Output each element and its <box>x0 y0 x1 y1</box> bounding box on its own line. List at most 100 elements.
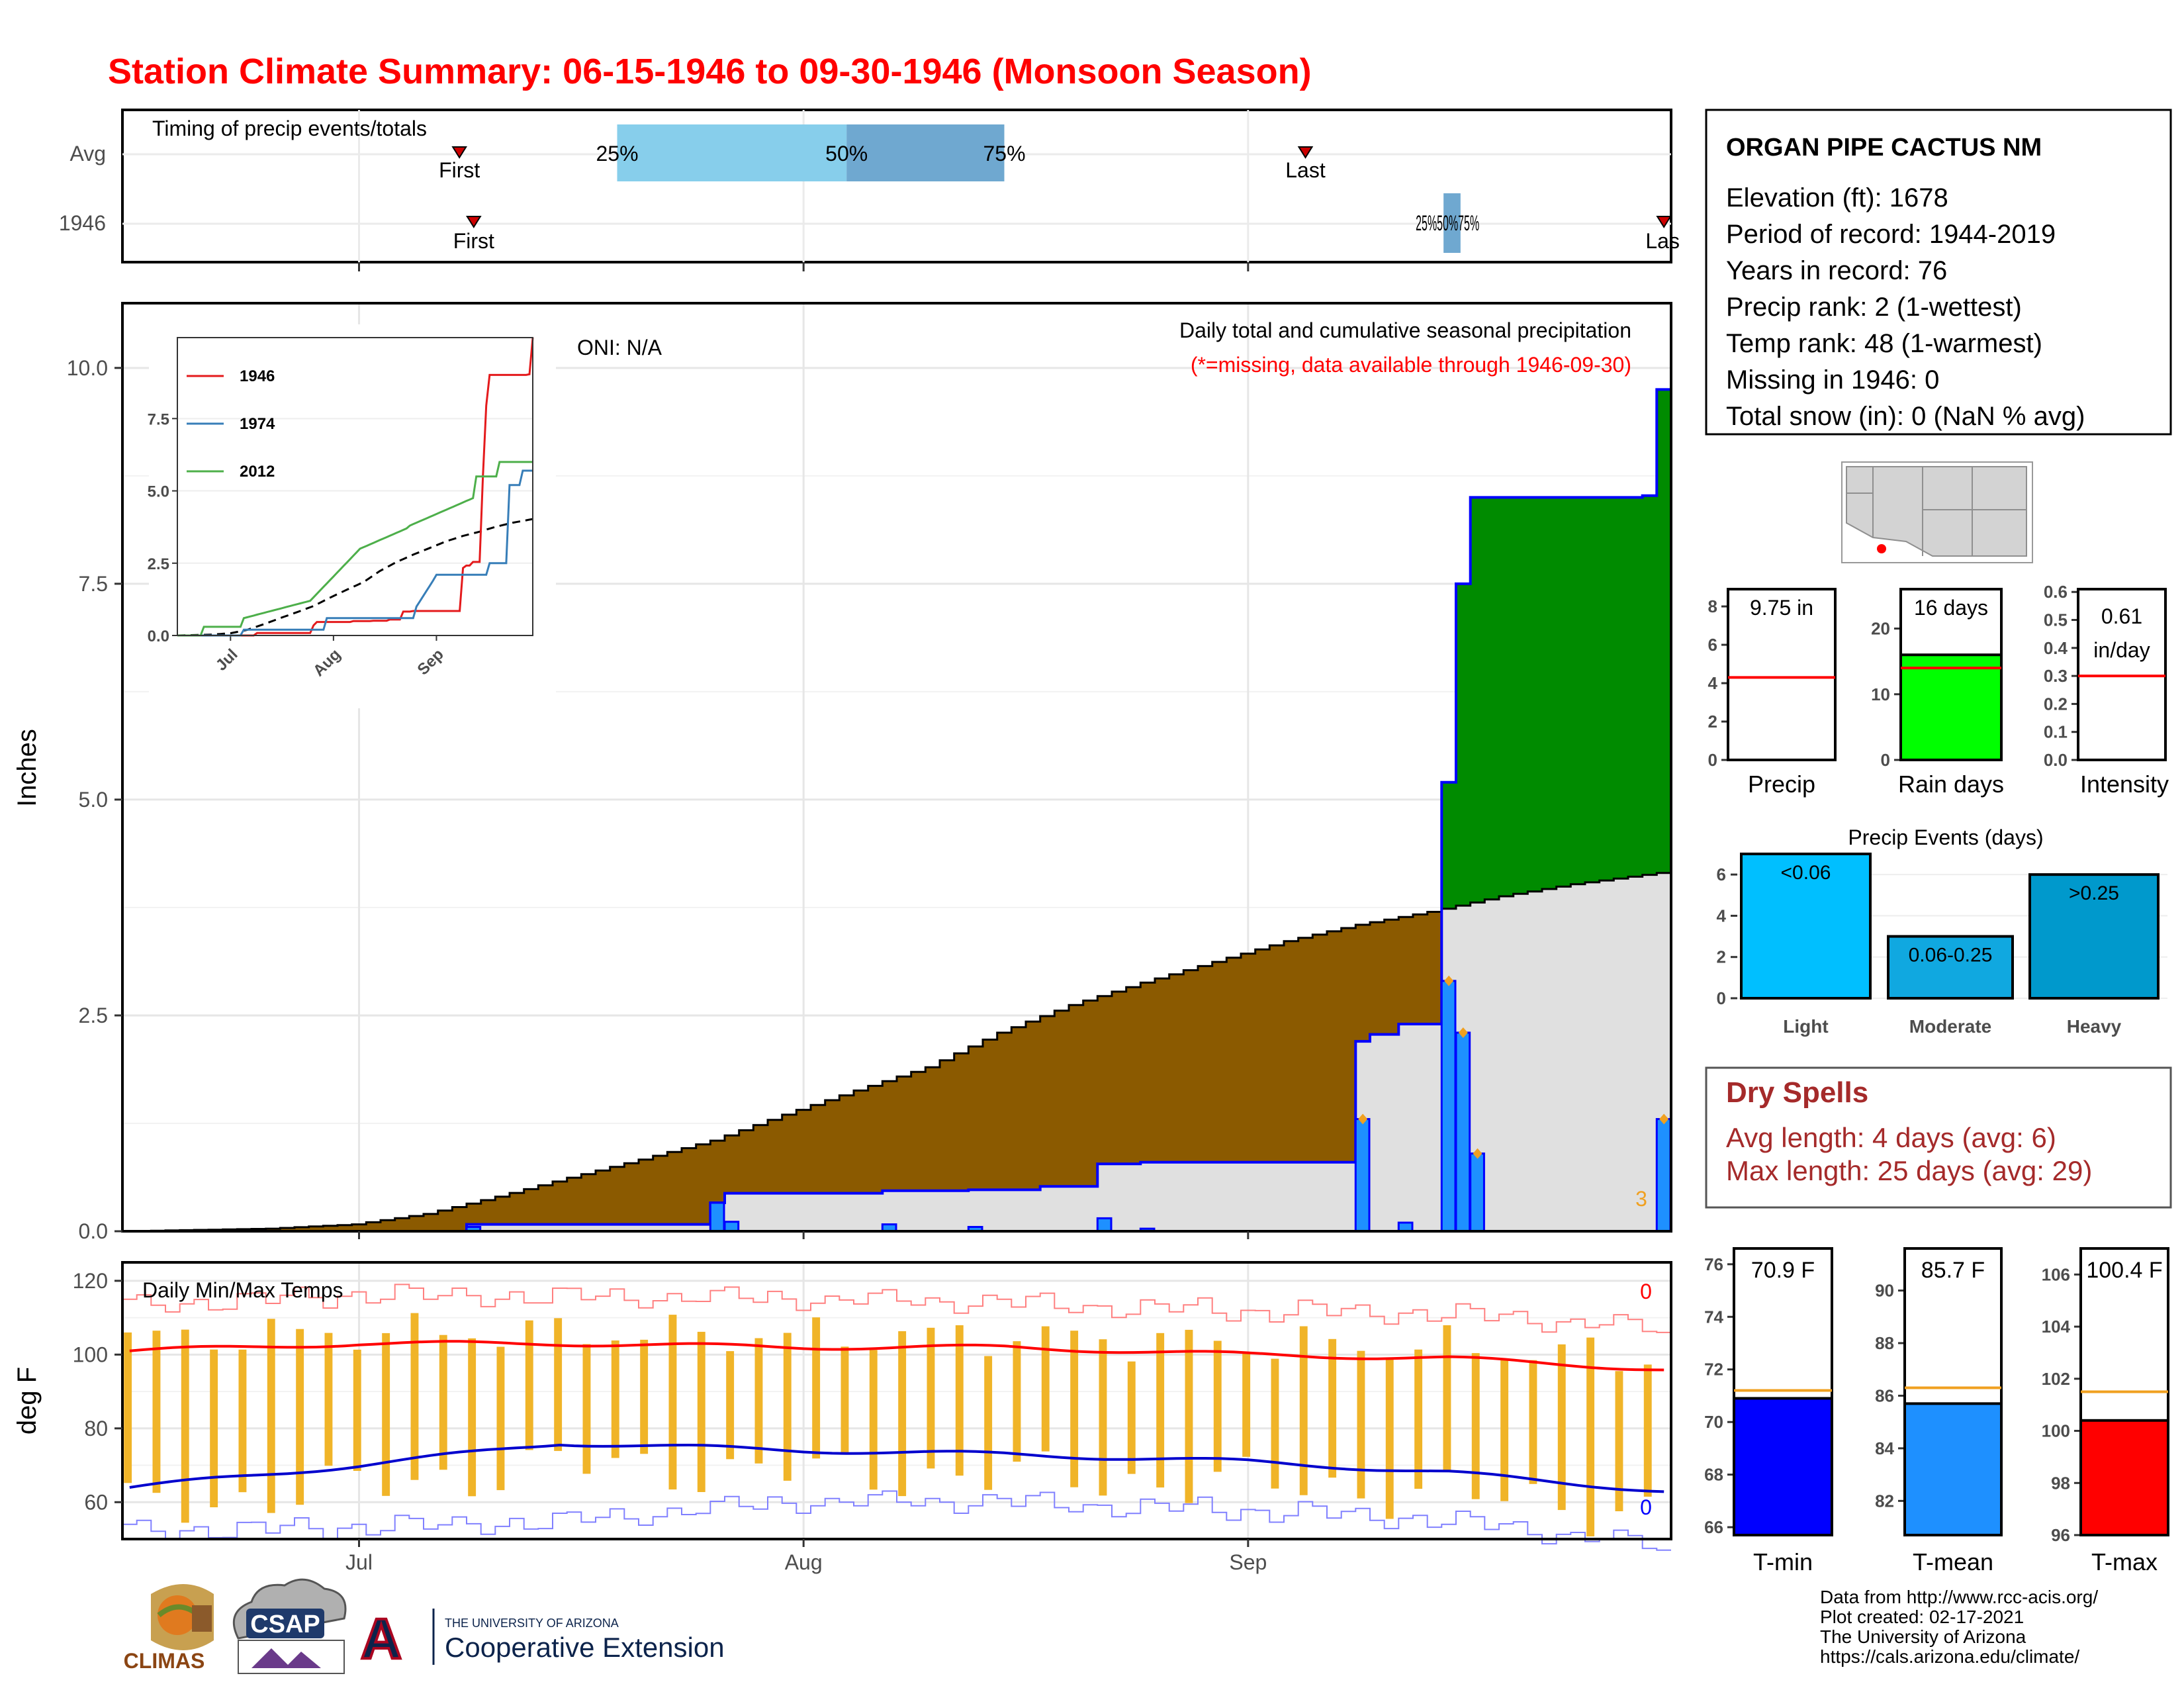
precip-y-label: Inches <box>13 729 42 807</box>
tmax-axis-label: T-max <box>2091 1548 2158 1575</box>
precip-events-tick-label: 2 <box>1717 947 1726 967</box>
precip-events-bar-moderate <box>1887 935 2014 1000</box>
timing-1946-quartile-box <box>1443 193 1461 253</box>
temp-daily-range-bar <box>726 1351 735 1460</box>
precip-total-value: 9.75 in <box>1750 596 1813 620</box>
precip-total-axis-tick-label: 6 <box>1708 635 1717 655</box>
climas-text: CLIMAS <box>124 1649 205 1673</box>
timing-title: Timing of precip events/totals <box>152 117 427 140</box>
footer-line-2: Plot created: 02-17-2021 <box>1820 1607 2024 1627</box>
intensity-value: 0.61 <box>2101 604 2142 628</box>
temp-daily-range-bar <box>181 1329 189 1523</box>
temp-daily-range-bar <box>1242 1352 1251 1457</box>
timing-row-label-avg: Avg <box>69 142 106 165</box>
timing-avg-q50-q75-box <box>846 124 1005 181</box>
temp-daily-range-bar <box>1586 1337 1595 1536</box>
temp-x-tick-label: Jul <box>345 1550 373 1574</box>
tmin-bar <box>1733 1397 1833 1536</box>
rain-days-panel: 0 10 20 16 days Rain days <box>1871 588 2004 798</box>
precip-record-marker <box>1458 1027 1468 1038</box>
tmax-axis-tick-label: 100 <box>2042 1421 2070 1441</box>
tmin-panel: 66 68 70 72 74 76 70.9 F T-min <box>1704 1247 1833 1575</box>
precip-y-tick-label: 0.0 <box>79 1219 108 1243</box>
temp-daily-range-bar <box>124 1332 132 1483</box>
temp-daily-range-bar <box>496 1346 505 1491</box>
inset-y-tick-label: 0.0 <box>148 628 169 645</box>
timing-avg-q25-q50-box <box>617 124 847 181</box>
precip-record-marker <box>1473 1148 1482 1159</box>
station-line-7: Total snow (in): 0 (NaN % avg) <box>1726 402 2085 431</box>
temp-daily-range-bar <box>238 1349 247 1493</box>
timing-avg-q75-label: 75% <box>983 142 1025 165</box>
tmean-value: 85.7 F <box>1921 1258 1985 1283</box>
temp-daily-range-bar <box>1385 1358 1394 1519</box>
station-line-5: Temp rank: 48 (1-warmest) <box>1726 329 2042 358</box>
temp-y-axis: 60 80 100 120 <box>73 1269 122 1514</box>
temp-daily-range-bar <box>1185 1329 1193 1503</box>
tmin-axis-tick-label: 76 <box>1704 1254 1723 1274</box>
intensity-axis-tick-label: 0.3 <box>2044 666 2068 686</box>
precip-events-category-heavy: Heavy <box>2067 1016 2122 1037</box>
temp-daily-range-bar <box>468 1338 477 1497</box>
temp-daily-range-bar <box>439 1335 447 1470</box>
temp-daily-range-bar <box>267 1319 275 1513</box>
temp-y-tick-label: 60 <box>84 1490 108 1514</box>
temp-daily-range-bar <box>697 1331 705 1492</box>
precip-record-marker <box>1659 1113 1669 1125</box>
precip-events-category-light: Light <box>1783 1016 1828 1037</box>
precip-total-axis-tick-label: 4 <box>1708 673 1718 693</box>
temp-daily-range-bar <box>955 1325 964 1476</box>
temp-daily-range-bar <box>1127 1361 1136 1474</box>
precip-header: Daily total and cumulative seasonal prec… <box>1179 318 1631 342</box>
rain-days-axis: 0 10 20 <box>1871 619 1901 770</box>
tmean-axis: 82 84 86 88 90 <box>1875 1281 1905 1511</box>
temp-daily-range-bar <box>812 1317 821 1459</box>
tmin-axis-tick-label: 68 <box>1704 1465 1723 1485</box>
tmean-axis-tick-label: 82 <box>1875 1491 1894 1511</box>
temp-daily-range-bar <box>611 1340 619 1458</box>
tmin-axis-tick-label: 66 <box>1704 1517 1723 1537</box>
intensity-axis: 0.0 0.1 0.2 0.3 0.4 0.5 0.6 <box>2044 582 2078 770</box>
precip-total-panel: 0 2 4 6 8 9.75 in Precip <box>1708 588 1837 798</box>
precip-y-tick-label: 5.0 <box>79 788 108 812</box>
intensity-axis-tick-label: 0.4 <box>2044 638 2068 658</box>
timing-row-label-year: 1946 <box>59 211 106 235</box>
temp-daily-range-bar <box>410 1313 419 1480</box>
precip-y-axis: 0.0 2.5 5.0 7.5 10.0 <box>67 356 1250 1243</box>
precip-deficit-area <box>122 389 1671 1231</box>
inset-y-tick-label: 2.5 <box>148 555 169 573</box>
temp-daily-range-bar <box>1557 1344 1566 1511</box>
oni-label: ONI: N/A <box>577 336 662 359</box>
temp-daily-range-bar <box>1041 1326 1050 1452</box>
temp-daily-range-bar <box>1070 1331 1079 1487</box>
ua-block-a: A <box>361 1607 402 1671</box>
temp-daily-range-bar <box>1156 1333 1165 1488</box>
timing-avg-last-label: Last <box>1285 158 1326 182</box>
station-line-3: Years in record: 76 <box>1726 256 1947 285</box>
temp-daily-range-bar <box>324 1333 333 1466</box>
rain-days-axis-tick-label: 10 <box>1871 684 1890 704</box>
temperature-panel: 60 80 100 120 Jul Aug Sep deg F Daily Min/Max… <box>13 1261 1672 1574</box>
footer-line-1: Data from http://www.rcc-acis.org/ <box>1820 1587 2098 1607</box>
ua-small-text: THE UNIVERSITY OF ARIZONA <box>445 1617 619 1630</box>
tmean-axis-tick-label: 88 <box>1875 1333 1894 1353</box>
timing-avg-first-marker <box>451 146 467 159</box>
precip-corner-label: 3 <box>1635 1187 1647 1211</box>
timing-1946-last-label: Las <box>1645 229 1680 253</box>
precip-events-tick-label: 6 <box>1717 865 1726 884</box>
station-line-4: Precip rank: 2 (1-wettest) <box>1726 293 2022 322</box>
precip-daily-bar <box>1096 1217 1113 1233</box>
station-line-6: Missing in 1946: 0 <box>1726 365 1939 395</box>
temp-daily-range-bar <box>984 1356 993 1490</box>
temp-daily-range-bar <box>754 1338 763 1464</box>
tmin-axis-tick-label: 74 <box>1704 1307 1723 1327</box>
tmean-axis-tick-label: 90 <box>1875 1281 1894 1301</box>
temp-daily-range-bar <box>1615 1371 1623 1511</box>
rain-days-bar <box>1899 653 2003 761</box>
precip-events-tick-label: 4 <box>1717 906 1727 925</box>
temp-daily-range-bar <box>1271 1358 1279 1489</box>
precip-daily-bar <box>1354 1118 1371 1233</box>
precip-y-tick-label: 7.5 <box>79 572 108 596</box>
